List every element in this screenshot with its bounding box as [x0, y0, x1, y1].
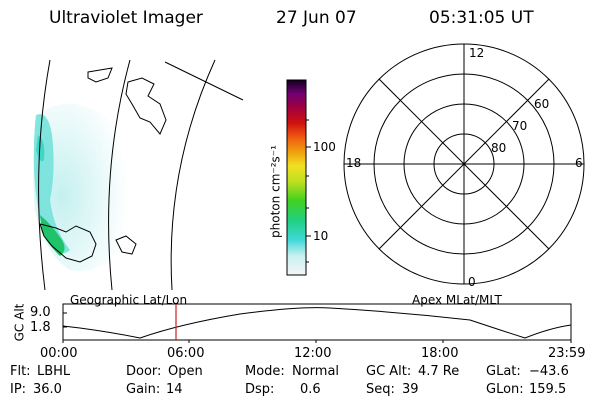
- map-meridian: [170, 59, 216, 291]
- app-title: Ultraviolet Imager: [49, 8, 203, 28]
- map-meridian: [108, 59, 131, 291]
- map-meridian: [38, 59, 51, 291]
- status-value: Open: [168, 364, 203, 379]
- status-value: LBHL: [37, 364, 71, 379]
- timeline-ytick-9: 9.0: [30, 305, 51, 320]
- polar-lat-label-70: 70: [512, 119, 528, 133]
- timeline-ytick-1.8: 1.8: [30, 320, 51, 335]
- timeline-xtick: 18:00: [421, 346, 459, 361]
- coastline: [115, 235, 137, 255]
- coastline: [125, 77, 167, 135]
- status-label: GLat:: [486, 364, 521, 379]
- status-label: Dsp:: [245, 382, 275, 397]
- altitude-curve: [62, 307, 572, 339]
- status-label: GLon:: [486, 382, 524, 397]
- timeline-ylabel: GC Alt: [12, 303, 27, 342]
- status-value: −43.6: [529, 364, 569, 379]
- timeline-xtick: 12:00: [294, 346, 332, 361]
- polar-hour-label-6: 6: [575, 156, 583, 170]
- timeline-xtick: 06:00: [167, 346, 205, 361]
- coastline: [39, 223, 97, 263]
- status-label: Flt:: [10, 364, 31, 379]
- geographic-map: [33, 59, 244, 291]
- aurora-patch: [36, 135, 45, 162]
- status-value: 36.0: [33, 382, 62, 397]
- timeline-left-title: Geographic Lat/Lon: [70, 293, 188, 307]
- status-value: 0.6: [300, 382, 321, 397]
- colorbar-tick-10: 10: [313, 229, 329, 243]
- status-label: Gain:: [126, 382, 161, 397]
- timeline-plot: [62, 303, 572, 343]
- status-value: Normal: [292, 364, 340, 379]
- status-label: Mode:: [245, 364, 285, 379]
- status-value: 4.7 Re: [418, 364, 460, 379]
- status-value: 14: [166, 382, 183, 397]
- status-label: Door:: [126, 364, 162, 379]
- date-label: 27 Jun 07: [276, 8, 357, 28]
- polar-lat-label-60: 60: [534, 97, 550, 111]
- timeline-right-title: Apex MLat/MLT: [412, 293, 502, 307]
- timeline-xtick: 23:59: [548, 346, 586, 361]
- status-label: GC Alt:: [366, 364, 412, 379]
- status-label: Seq:: [366, 382, 395, 397]
- polar-hour-label-12: 12: [469, 46, 485, 60]
- timeline-xtick: 00:00: [40, 346, 78, 361]
- colorbar: [286, 79, 311, 276]
- status-value: 39: [402, 382, 419, 397]
- polar-hour-label-0: 0: [468, 275, 476, 289]
- status-value: 159.5: [529, 382, 567, 397]
- coastline: [87, 67, 113, 83]
- polar-hour-label-18: 18: [346, 156, 362, 170]
- colorbar-tick-100: 100: [313, 140, 336, 154]
- polar-plot: [343, 43, 585, 285]
- time-label: 05:31:05 UT: [429, 8, 534, 28]
- colorbar-label: photon cm⁻²s⁻¹: [268, 145, 283, 238]
- status-label: IP:: [10, 382, 27, 397]
- map-parallel: [164, 61, 244, 101]
- polar-lat-label-80: 80: [491, 141, 507, 155]
